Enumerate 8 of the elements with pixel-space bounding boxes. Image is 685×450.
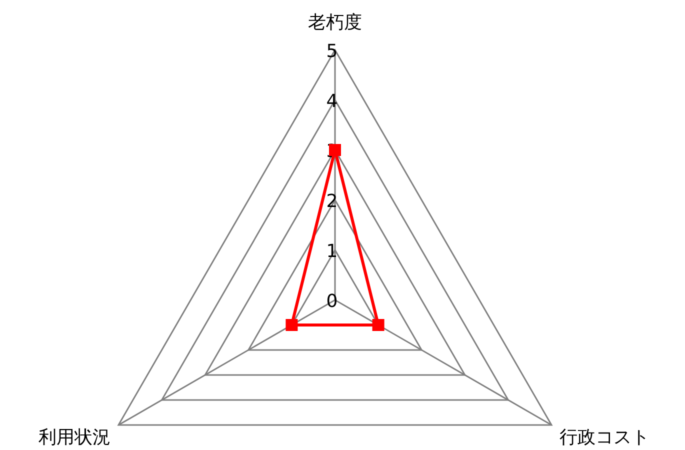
y-tick-label: 1 (326, 241, 338, 262)
y-tick-label: 5 (326, 41, 338, 62)
y-tick-label: 4 (326, 91, 338, 112)
y-tick-label: 0 (326, 291, 338, 312)
spoke-label: 行政コスト (560, 427, 650, 448)
spoke-label: 老朽度 (308, 12, 362, 33)
spoke-label: 利用状況 (38, 427, 110, 448)
y-tick-label: 2 (326, 191, 338, 212)
